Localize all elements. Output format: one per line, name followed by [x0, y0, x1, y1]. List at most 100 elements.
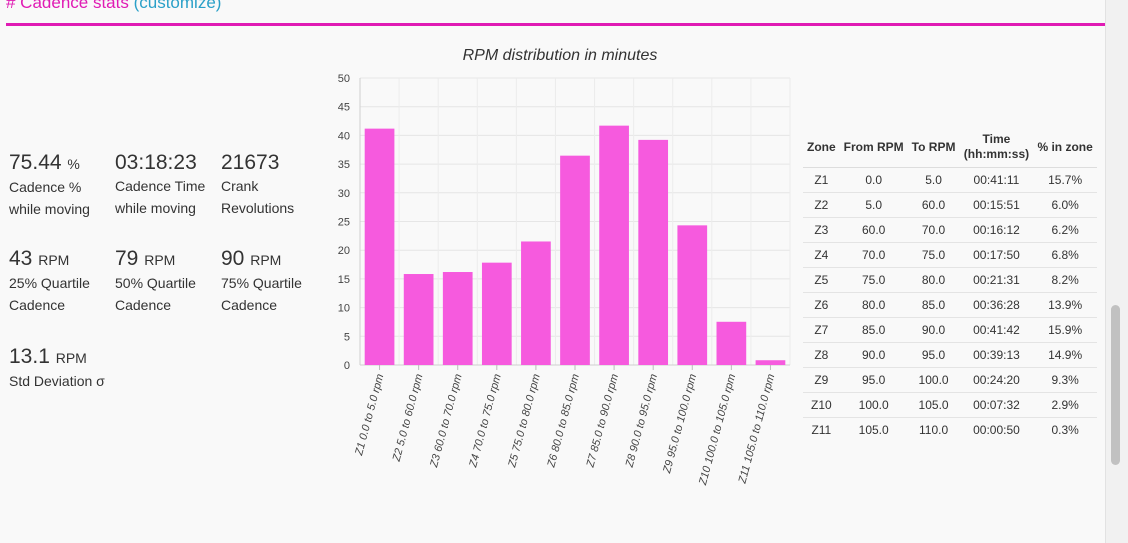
table-row: Z1 0.0 5.0 00:41:11 15.7%: [803, 168, 1097, 193]
chart-bar: [599, 125, 629, 365]
stat-label: Cadence: [9, 297, 66, 313]
stat-unit: RPM: [38, 252, 70, 268]
chart-bar: [481, 262, 512, 365]
stat-cadence-time: 03:18:23 Cadence Time while moving: [115, 151, 223, 219]
y-tick-label: 45: [338, 102, 350, 114]
x-tick-label: Z11 105.0 to 110.0 rpm: [736, 373, 777, 486]
scrollbar[interactable]: [1105, 0, 1128, 543]
x-tick-label: Z5 75.0 to 80.0 rpm: [506, 373, 543, 470]
stat-label: Cadence %: [9, 179, 82, 195]
table-cell: 5.0: [925, 173, 942, 187]
col-header-from: From RPM: [839, 127, 908, 168]
table-cell: 75.0: [907, 242, 960, 268]
col-header-zone: Zone: [803, 127, 840, 168]
table-cell: 70.0: [839, 242, 908, 268]
x-tick-label: Z3 60.0 to 70.0 rpm: [428, 373, 465, 470]
table-cell: 00:24:20: [959, 367, 1034, 393]
table-row: Z4 70.0 75.0 00:17:50 6.8%: [803, 242, 1097, 268]
table-cell: 60.0: [907, 192, 960, 218]
table-row: Z5 75.0 80.0 00:21:31 8.2%: [803, 267, 1097, 293]
table-cell: Z1: [814, 173, 829, 187]
table-cell: 00:15:51: [959, 192, 1034, 218]
chart-title: RPM distribution in minutes: [462, 47, 658, 64]
rpm-distribution-chart: 0 5 10 15 20 25 30 35 40 45 50 Z1 0.0 to 5.0 rpm Z2 …: [338, 73, 791, 488]
col-header-time: Time (hh:mm:ss): [959, 127, 1034, 168]
chart-bar: [521, 241, 551, 365]
table-cell: 90.0: [907, 317, 960, 343]
x-tick-label: Z10 100.0 to 105.0 rpm: [697, 373, 738, 488]
chart-bar: [638, 139, 669, 365]
y-tick-label: 0: [344, 360, 350, 372]
table-cell: 90.0: [839, 342, 908, 368]
table-cell: 85.0: [839, 317, 908, 343]
stat-value: 75.44: [9, 151, 62, 174]
table-cell: 110.0: [907, 417, 960, 442]
table-cell: 60.0: [839, 217, 908, 243]
x-tick-label: Z6 80.0 to 85.0 rpm: [545, 373, 582, 470]
table-cell: Z3: [803, 217, 840, 243]
table-cell: 105.0: [907, 392, 960, 418]
col-header-percent: % in zone: [1033, 127, 1097, 168]
y-tick-label: 30: [338, 188, 350, 200]
stat-label: 50% Quartile: [115, 275, 196, 291]
header-divider: [6, 23, 1106, 26]
y-tick-label: 35: [338, 159, 350, 171]
y-tick-label: 15: [338, 274, 350, 286]
table-cell: 80.0: [839, 292, 908, 318]
chart-bar: [364, 128, 395, 365]
table-cell: 2.9%: [1033, 392, 1097, 418]
stat-unit: RPM: [55, 350, 87, 366]
table-cell: 00:16:12: [959, 217, 1034, 243]
chart-bar: [560, 155, 590, 365]
stat-value: 21673: [221, 151, 280, 174]
stat-value: 13.1: [9, 345, 50, 368]
table-cell: Z9: [803, 367, 840, 393]
y-tick-label: 25: [338, 217, 350, 229]
table-cell: 9.3%: [1033, 367, 1097, 393]
table-cell: 00:17:50: [959, 242, 1034, 268]
table-row: Z11 105.0 110.0 00:00:50 0.3%: [803, 417, 1097, 442]
table-cell: 00:21:31: [959, 267, 1034, 293]
stat-label: while moving: [9, 201, 90, 217]
scrollbar-thumb[interactable]: [1111, 305, 1120, 465]
chart-bar: [755, 360, 786, 365]
x-tick-label: Z4 70.0 to 75.0 rpm: [467, 373, 504, 470]
table-header-row: Zone From RPM To RPM Time (hh:mm:ss) % i…: [803, 127, 1097, 168]
table-cell: 00:41:11: [973, 173, 1020, 187]
stat-crank-revolutions: 21673 Crank Revolutions: [221, 151, 329, 219]
x-tick-label: Z8 90.0 to 95.0 rpm: [623, 373, 660, 470]
stat-unit: RPM: [144, 252, 176, 268]
table-row: Z7 85.0 90.0 00:41:42 15.9%: [803, 317, 1097, 343]
table-cell: 0.3%: [1033, 417, 1097, 442]
table-cell: 15.7%: [1048, 173, 1083, 187]
table-row: Z6 80.0 85.0 00:36:28 13.9%: [803, 292, 1097, 318]
stat-value: 79: [115, 247, 139, 270]
table-cell: 13.9%: [1033, 292, 1097, 318]
stat-quartile-25: 43 RPM 25% Quartile Cadence: [9, 247, 117, 316]
table-cell: Z2: [803, 192, 840, 218]
x-tick-label: Z7 85.0 to 90.0 rpm: [584, 373, 621, 470]
stat-label: 25% Quartile: [9, 275, 90, 291]
table-cell: 95.0: [907, 342, 960, 368]
stat-value: 03:18:23: [115, 151, 197, 174]
stat-quartile-75: 90 RPM 75% Quartile Cadence: [221, 247, 329, 316]
section-title: # Cadence stats: [6, 0, 129, 12]
table-cell: Z8: [803, 342, 840, 368]
stat-label: Crank: [221, 178, 259, 194]
table-cell: Z7: [803, 317, 840, 343]
table-cell: 15.9%: [1033, 317, 1097, 343]
table-cell: Z11: [803, 417, 840, 442]
table-cell: 00:07:32: [959, 392, 1034, 418]
stat-unit: %: [67, 156, 80, 172]
table-cell: 6.8%: [1033, 242, 1097, 268]
table-cell: 00:39:13: [959, 342, 1034, 368]
stat-label: Cadence: [221, 297, 278, 313]
table-cell: 5.0: [839, 192, 908, 218]
x-tick-label: Z1 0.0 to 5.0 rpm: [353, 373, 387, 458]
table-cell: 0.0: [865, 173, 883, 187]
customize-link[interactable]: (customize): [133, 0, 222, 12]
table-row: Z2 5.0 60.0 00:15:51 6.0%: [803, 192, 1097, 218]
y-tick-label: 50: [338, 73, 350, 85]
stat-label: Std Deviation σ: [9, 373, 105, 389]
stat-label: 75% Quartile: [221, 275, 302, 291]
